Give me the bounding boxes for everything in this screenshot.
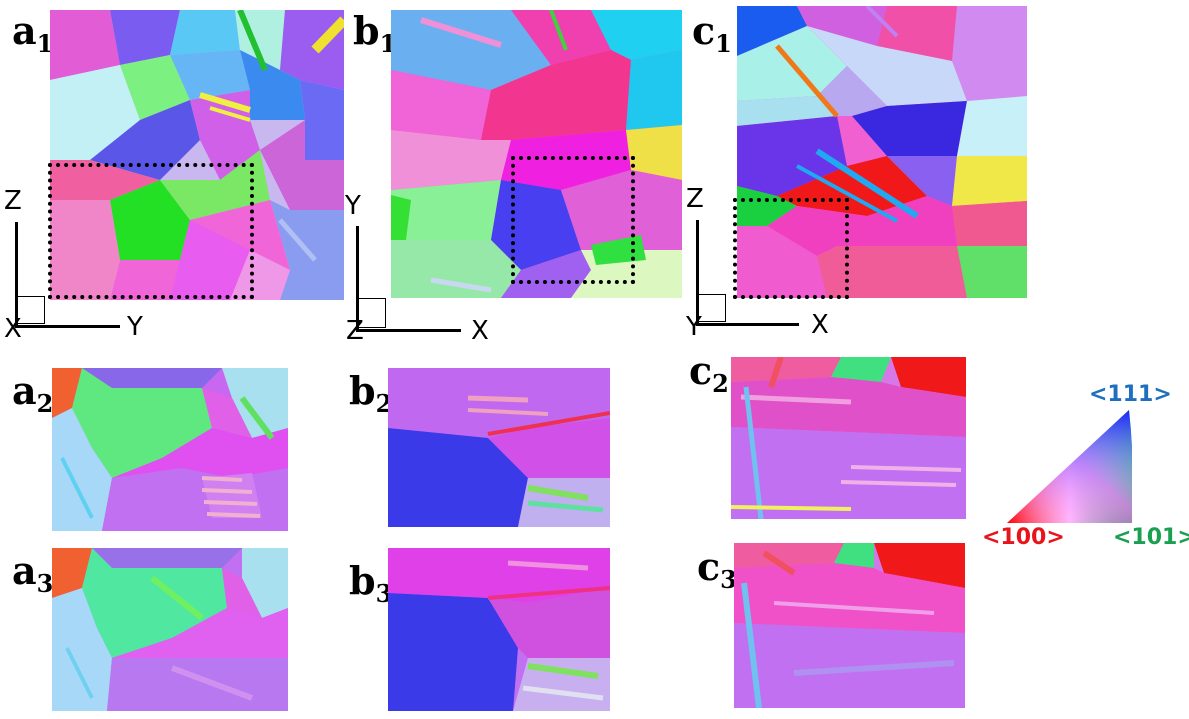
axis-label-normal: Y (686, 312, 702, 342)
panel-label-b3: b3 (349, 562, 392, 606)
panel-label-c1: c1 (692, 12, 732, 56)
panel-label-c2: c2 (689, 352, 729, 396)
axis-label-vertical: Z (686, 184, 704, 214)
axis-label-normal: X (4, 314, 22, 344)
ebsd-map-b1 (391, 10, 682, 298)
panel-letter: c (689, 348, 713, 393)
ebsd-map-c3 (734, 543, 965, 708)
panel-label-c3: c3 (697, 548, 737, 592)
axis-vertical-line (696, 220, 699, 326)
panel-index: 1 (36, 29, 54, 58)
panel-index: 3 (36, 569, 54, 598)
axis-horizontal-line (356, 329, 461, 332)
panel-letter: c (697, 544, 721, 589)
axis-label-horizontal: X (471, 316, 489, 346)
panel-letter: b (349, 368, 376, 413)
panel-label-a3: a3 (12, 552, 53, 596)
panel-index: 3 (720, 565, 737, 594)
panel-label-b2: b2 (349, 372, 392, 416)
panel-index: 2 (712, 369, 729, 398)
region-of-interest-box (511, 156, 635, 284)
region-of-interest-box (48, 163, 254, 299)
ebsd-map-a1 (50, 10, 344, 300)
panel-letter: c (692, 8, 716, 53)
legend-label-100: <100> (982, 525, 1065, 550)
legend-label-111: <111> (1089, 382, 1172, 407)
ebsd-map-c2 (731, 357, 966, 519)
panel-index: 2 (36, 389, 54, 418)
panel-label-a1: a1 (12, 12, 53, 56)
panel-letter: a (12, 8, 37, 53)
ipf-color-legend-triangle (1007, 410, 1132, 523)
axis-normal-box (698, 294, 726, 322)
axis-vertical-line (356, 226, 359, 332)
axis-normal-box (17, 296, 45, 324)
ebsd-map-b3 (388, 548, 610, 711)
ebsd-map-a3 (52, 548, 288, 711)
region-of-interest-box (733, 198, 849, 299)
ebsd-map-c1 (737, 6, 1027, 298)
axis-label-horizontal: X (811, 310, 829, 340)
panel-letter: b (353, 8, 380, 53)
axis-vertical-line (15, 222, 18, 328)
axis-label-horizontal: Y (127, 312, 143, 342)
axis-normal-box (358, 298, 386, 328)
axis-label-vertical: Y (345, 191, 361, 221)
axis-label-normal: Z (346, 316, 364, 346)
ebsd-map-a2 (52, 368, 288, 531)
panel-letter: a (12, 548, 37, 593)
panel-letter: b (349, 558, 376, 603)
axis-horizontal-line (696, 323, 799, 326)
ebsd-map-b2 (388, 368, 610, 527)
panel-label-b1: b1 (353, 12, 396, 56)
axis-label-vertical: Z (4, 186, 22, 216)
legend-label-101: <101> (1113, 525, 1189, 550)
panel-label-a2: a2 (12, 372, 53, 416)
axis-horizontal-line (15, 325, 120, 328)
panel-letter: a (12, 368, 37, 413)
panel-index: 1 (715, 29, 732, 58)
